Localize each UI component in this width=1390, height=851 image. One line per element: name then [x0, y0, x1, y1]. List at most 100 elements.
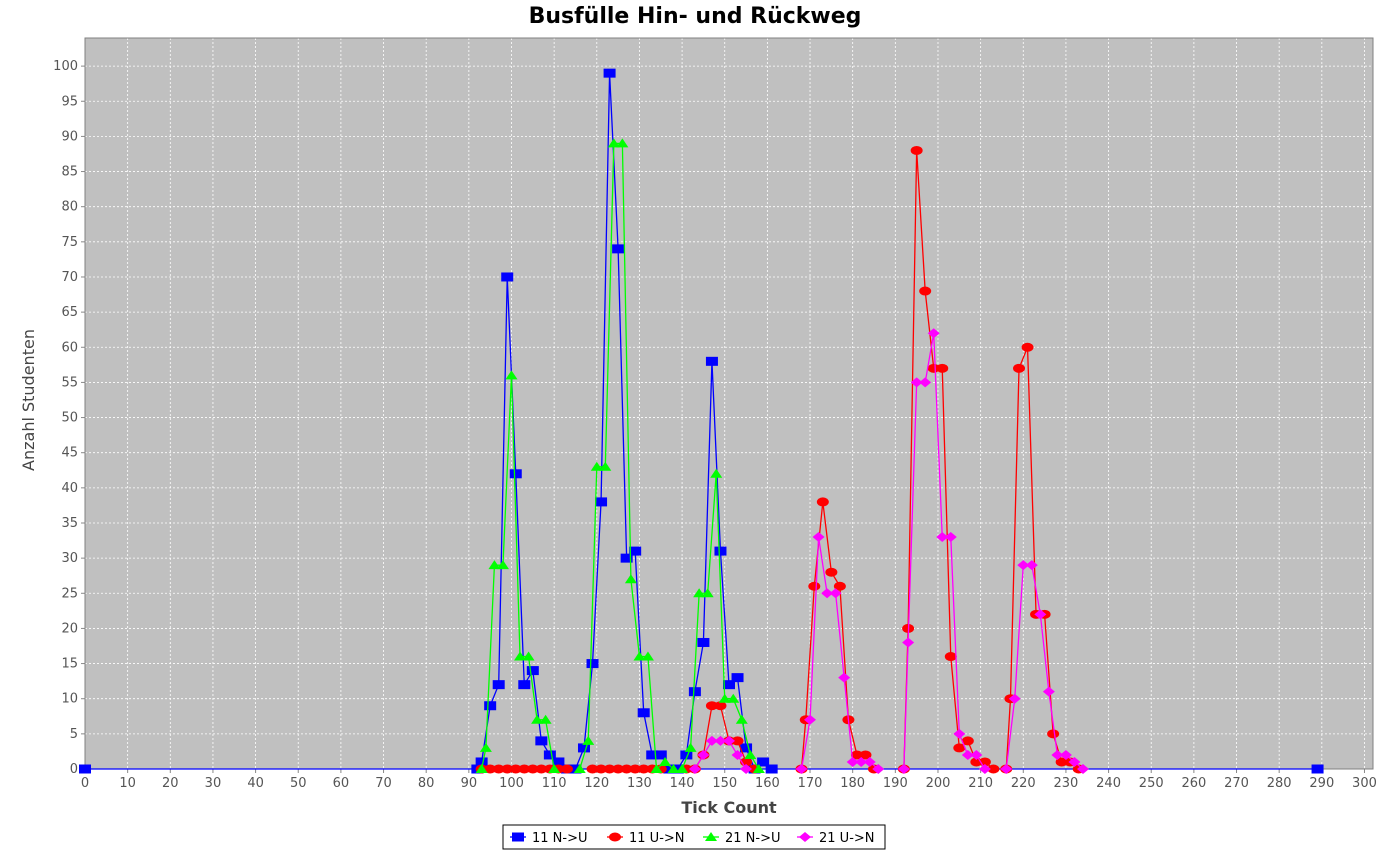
data-point: [569, 764, 582, 774]
data-point: [539, 714, 552, 724]
data-point: [509, 469, 522, 479]
y-tick-label: 0: [70, 762, 78, 777]
x-tick-label: 240: [1096, 776, 1121, 791]
data-point: [855, 756, 868, 767]
data-point: [526, 666, 539, 676]
data-point: [752, 764, 765, 773]
data-point: [484, 701, 497, 711]
data-point: [978, 764, 991, 774]
data-point: [953, 743, 966, 753]
legend-label: 11 U->N: [629, 831, 685, 846]
data-point: [872, 764, 885, 774]
data-point: [1013, 363, 1026, 373]
y-tick-label: 75: [61, 235, 78, 250]
data-point: [714, 701, 727, 711]
data-point: [633, 651, 646, 661]
y-tick-label: 70: [61, 270, 78, 285]
x-tick-label: 190: [883, 776, 908, 791]
data-point: [654, 750, 667, 760]
x-tick-label: 200: [926, 776, 951, 791]
x-tick-label: 100: [499, 776, 524, 791]
data-point: [1076, 764, 1089, 774]
data-point: [629, 764, 642, 774]
data-point: [509, 764, 522, 774]
data-point: [522, 651, 535, 661]
data-point: [1000, 764, 1013, 774]
y-tick-label: 10: [61, 692, 78, 707]
data-point: [552, 757, 565, 767]
data-point: [590, 461, 603, 471]
data-point: [902, 637, 915, 648]
data-point: [577, 743, 590, 753]
legend-label: 11 N->U: [532, 831, 588, 846]
x-tick-label: 50: [290, 776, 307, 791]
data-point: [688, 764, 701, 774]
series-line: [1005, 564, 1084, 770]
data-point: [616, 138, 629, 148]
data-point: [1059, 749, 1072, 760]
data-point: [659, 756, 672, 766]
x-tick-label: 80: [418, 776, 435, 791]
data-point: [961, 736, 974, 746]
legend-box: [502, 824, 886, 850]
data-point: [833, 581, 846, 591]
data-point: [740, 743, 753, 753]
x-tick-label: 260: [1181, 776, 1206, 791]
data-point: [612, 764, 625, 774]
data-point: [927, 328, 940, 339]
data-point: [595, 497, 608, 507]
legend-marker: [609, 832, 621, 842]
data-point: [936, 363, 949, 373]
y-tick-label: 45: [61, 446, 78, 461]
data-point: [620, 764, 633, 774]
data-point: [1055, 757, 1068, 767]
y-tick-label: 30: [61, 551, 78, 566]
series-21-n-u: [475, 138, 765, 773]
data-point: [821, 588, 834, 599]
legend-label: 21 N->U: [725, 831, 781, 846]
x-tick-label: 150: [712, 776, 737, 791]
data-point: [710, 468, 723, 478]
y-tick-label: 40: [61, 481, 78, 496]
legend-marker: [799, 832, 811, 842]
data-point: [804, 714, 817, 725]
x-tick-label: 20: [162, 776, 179, 791]
data-point: [518, 764, 531, 774]
y-tick-label: 25: [61, 586, 78, 601]
data-point: [560, 764, 573, 774]
x-tick-label: 110: [542, 776, 567, 791]
data-point: [1042, 686, 1055, 697]
data-point: [919, 377, 932, 388]
x-tick-label: 210: [968, 776, 993, 791]
data-point: [731, 736, 744, 746]
y-tick-label: 5: [70, 727, 78, 742]
data-point: [919, 286, 932, 296]
data-point: [795, 764, 808, 774]
y-tick-label: 65: [61, 305, 78, 320]
data-point: [646, 750, 659, 760]
y-tick-label: 15: [61, 657, 78, 672]
data-point: [582, 735, 595, 745]
data-point: [501, 272, 514, 282]
x-tick-label: 140: [670, 776, 695, 791]
data-point: [744, 749, 757, 759]
data-point: [548, 764, 561, 773]
data-point: [961, 749, 974, 760]
x-tick-label: 180: [840, 776, 865, 791]
x-tick-label: 220: [1011, 776, 1036, 791]
x-tick-label: 160: [755, 776, 780, 791]
data-point: [514, 651, 527, 661]
y-tick-label: 90: [61, 129, 78, 144]
plot-area: [85, 38, 1373, 769]
data-point: [496, 560, 509, 570]
data-point: [910, 145, 923, 155]
x-axis-label: Tick Count: [681, 798, 777, 817]
data-point: [501, 764, 514, 774]
data-point: [838, 672, 851, 683]
data-point: [705, 735, 718, 746]
data-point: [765, 764, 778, 774]
series-line: [681, 473, 760, 770]
x-tick-label: 120: [584, 776, 609, 791]
legend-marker: [705, 832, 717, 841]
